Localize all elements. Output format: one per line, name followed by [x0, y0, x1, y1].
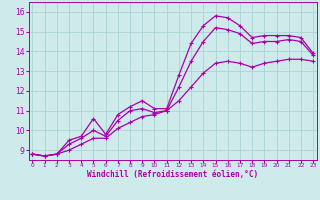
X-axis label: Windchill (Refroidissement éolien,°C): Windchill (Refroidissement éolien,°C) — [87, 170, 258, 179]
